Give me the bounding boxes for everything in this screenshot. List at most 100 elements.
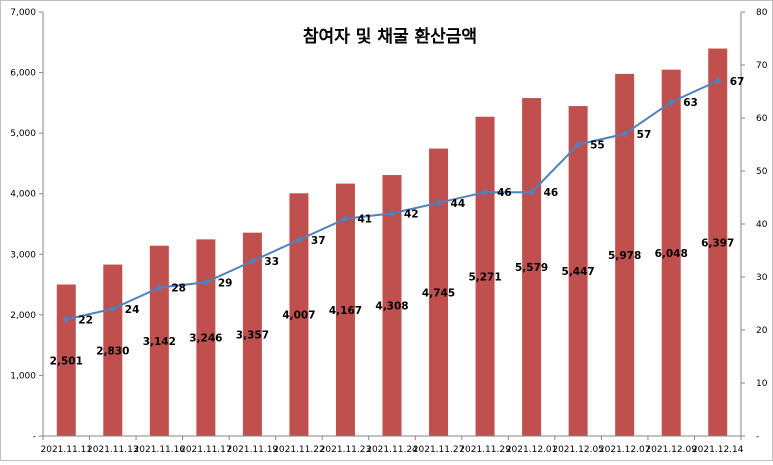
line-point (155, 284, 163, 292)
x-tick-label: 2021.12.01 (506, 445, 558, 455)
right-tick-label: 60 (756, 114, 768, 124)
x-tick-label: 2021.11.22 (273, 445, 325, 455)
bar-value-label: 3,357 (236, 329, 269, 341)
right-tick-label: 40 (756, 220, 768, 230)
left-tick-label: 6,000 (10, 69, 36, 79)
x-tick-label: 2021.11.13 (87, 445, 139, 455)
right-tick-label: 70 (756, 61, 768, 71)
line-point (341, 215, 349, 223)
right-tick-label: 30 (756, 273, 768, 283)
line-value-label: 24 (125, 304, 140, 316)
line-value-label: 22 (78, 314, 93, 326)
left-tick-label: - (33, 432, 36, 442)
bar-value-label: 2,830 (96, 345, 129, 357)
bar-value-label: 4,745 (422, 287, 455, 299)
line-value-label: 37 (311, 235, 326, 247)
line-point (574, 141, 582, 148)
line-point (621, 130, 629, 138)
left-tick-label: 1,000 (10, 371, 36, 381)
left-tick-label: 7,000 (10, 8, 36, 18)
bar-value-label: 3,246 (189, 333, 222, 345)
bar-value-label: 2,501 (50, 355, 83, 367)
line-value-label: 33 (264, 256, 279, 268)
left-axis: - 1,000 2,000 3,000 4,000 5,000 6,000 7,000 (10, 8, 44, 442)
bar (475, 116, 495, 436)
x-tick-label: 2021.12.09 (645, 445, 697, 455)
bar-value-label: 4,308 (375, 301, 408, 313)
bar-value-label: 5,579 (515, 262, 548, 274)
line-point (388, 209, 396, 217)
line-series (62, 77, 722, 323)
x-tick-label: 2021.12.14 (692, 445, 744, 455)
x-tick-label: 2021.11.16 (134, 445, 186, 455)
line-value-label: 46 (497, 187, 512, 199)
right-tick-label: 10 (756, 379, 768, 389)
line-value-label: 28 (171, 283, 186, 295)
line-value-label: 41 (357, 214, 372, 226)
x-tick-label: 2021.12.05 (552, 445, 604, 455)
x-tick-label: 2021.11.27 (413, 445, 465, 455)
bar (708, 48, 728, 437)
left-tick-label: 3,000 (10, 250, 36, 260)
line-point (435, 199, 443, 207)
bar-value-label: 6,397 (701, 237, 734, 249)
bar (196, 239, 216, 436)
bar-data-labels: 2,501 2,830 3,142 3,246 3,357 4,007 4,167 4,308… (50, 237, 735, 367)
left-tick-label: 4,000 (10, 190, 36, 200)
line-value-label: 67 (730, 76, 745, 88)
bar (522, 98, 542, 437)
bar-value-label: 5,271 (468, 271, 501, 283)
bar-series (56, 48, 728, 437)
bar-value-label: 5,978 (608, 250, 641, 262)
line-point (109, 305, 117, 313)
bar-value-label: 6,048 (655, 248, 688, 260)
bar-value-label: 4,167 (329, 305, 362, 317)
right-tick-label: 20 (756, 326, 768, 336)
line-value-label: 55 (590, 140, 605, 152)
line-point (667, 98, 675, 106)
x-tick-label: 2021.11.23 (320, 445, 372, 455)
right-tick-label: 80 (756, 8, 768, 18)
line-value-label: 46 (544, 187, 559, 199)
line-point (295, 236, 303, 244)
line-value-label: 42 (404, 208, 419, 220)
line-point (528, 188, 536, 196)
x-axis: 2021.11.112021.11.132021.11.162021.11.17… (41, 435, 744, 455)
line-value-label: 44 (451, 198, 466, 210)
left-tick-label: 2,000 (10, 311, 36, 321)
line-value-label: 29 (218, 277, 233, 289)
bar (429, 148, 449, 437)
bar (335, 183, 355, 436)
right-axis: - 10 20 30 40 50 60 70 80 (740, 8, 768, 442)
x-tick-label: 2021.11.24 (366, 445, 418, 455)
line-value-label: 57 (637, 129, 652, 141)
line-value-label: 63 (683, 97, 698, 109)
right-tick-label: 50 (756, 167, 768, 177)
line-point (714, 77, 722, 85)
line-point (248, 257, 256, 265)
line-data-labels: 22 24 28 29 33 37 41 42 44 46 46 55 57 63 67 (78, 76, 745, 326)
bar (382, 175, 402, 436)
bar (661, 69, 681, 436)
bar (56, 284, 76, 436)
bar (289, 193, 309, 436)
chart-title: 참여자 및 채굴 환산금액 (303, 26, 477, 47)
x-tick-label: 2021.11.11 (41, 445, 93, 455)
line-point (481, 188, 489, 196)
bar-value-label: 3,142 (143, 336, 176, 348)
x-tick-label: 2021.12.07 (599, 445, 651, 455)
bar-value-label: 4,007 (282, 310, 315, 322)
bar (242, 232, 262, 436)
left-tick-label: 5,000 (10, 129, 36, 139)
bar (615, 73, 635, 437)
line-point (62, 315, 70, 323)
x-tick-label: 2021.11.29 (459, 445, 511, 455)
x-tick-label: 2021.11.17 (180, 445, 232, 455)
bar-value-label: 5,447 (562, 266, 595, 278)
x-tick-label: 2021.11.19 (227, 445, 279, 455)
right-tick-label: - (756, 432, 759, 442)
line-point (202, 278, 210, 286)
